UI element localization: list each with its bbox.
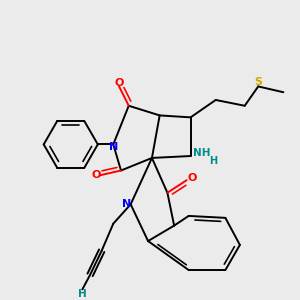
Text: H: H	[209, 156, 217, 166]
Text: H: H	[78, 289, 87, 299]
Text: S: S	[254, 76, 262, 87]
Text: N: N	[109, 142, 118, 152]
Text: O: O	[188, 173, 197, 183]
Text: O: O	[114, 78, 124, 88]
Text: NH: NH	[194, 148, 211, 158]
Text: O: O	[91, 170, 101, 180]
Text: N: N	[122, 199, 131, 209]
